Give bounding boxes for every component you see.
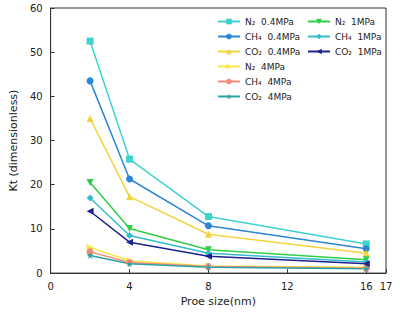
svg-text:60: 60 bbox=[30, 3, 43, 14]
svg-text:40: 40 bbox=[30, 91, 43, 102]
svg-text:CH₄ 1MPa: CH₄ 1MPa bbox=[335, 32, 381, 42]
svg-text:4: 4 bbox=[126, 281, 132, 292]
svg-text:Kt (dimensionless): Kt (dimensionless) bbox=[7, 90, 20, 192]
svg-text:CH₄ 0.4MPa: CH₄ 0.4MPa bbox=[245, 32, 300, 42]
svg-text:50: 50 bbox=[30, 47, 43, 58]
svg-text:CO₂ 0.4MPa: CO₂ 0.4MPa bbox=[245, 47, 300, 57]
svg-text:0: 0 bbox=[47, 281, 53, 292]
svg-text:10: 10 bbox=[30, 223, 43, 234]
svg-text:12: 12 bbox=[281, 281, 294, 292]
svg-text:20: 20 bbox=[30, 179, 43, 190]
svg-text:N₂ 0.4MPa: N₂ 0.4MPa bbox=[245, 17, 294, 27]
svg-text:16: 16 bbox=[360, 281, 373, 292]
svg-text:N₂ 4MPa: N₂ 4MPa bbox=[245, 62, 285, 72]
svg-text:N₂ 1MPa: N₂ 1MPa bbox=[335, 17, 375, 27]
svg-text:CH₄ 4MPa: CH₄ 4MPa bbox=[245, 77, 291, 87]
svg-text:8: 8 bbox=[205, 281, 211, 292]
svg-text:Proe size(nm): Proe size(nm) bbox=[181, 295, 256, 308]
svg-text:17: 17 bbox=[380, 281, 393, 292]
svg-text:CO₂ 1MPa: CO₂ 1MPa bbox=[335, 47, 382, 57]
svg-text:30: 30 bbox=[30, 135, 43, 146]
svg-text:CO₂ 4MPa: CO₂ 4MPa bbox=[245, 92, 292, 102]
svg-text:0: 0 bbox=[36, 268, 42, 279]
